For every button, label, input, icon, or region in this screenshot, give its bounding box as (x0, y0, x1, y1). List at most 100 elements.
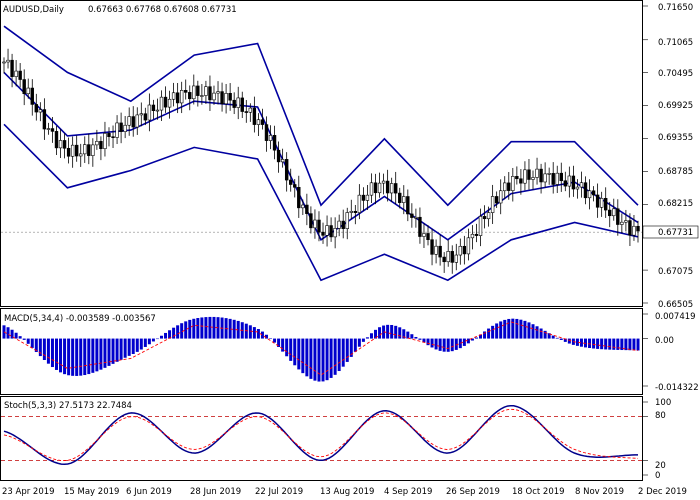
current-price-label: 0.67731 (658, 228, 693, 238)
candle-body (139, 113, 143, 116)
candle-body (543, 173, 547, 183)
candle-body (394, 183, 398, 194)
candle-body (276, 149, 281, 163)
candle-body (264, 124, 269, 141)
candle-body (171, 92, 176, 100)
macd-histogram-bar (402, 329, 406, 339)
candle-body (220, 91, 224, 105)
macd-histogram-bar (438, 338, 442, 351)
macd-histogram-bar (321, 338, 325, 382)
candle-body (587, 190, 592, 199)
candle-body (616, 208, 620, 225)
macd-histogram-bar (305, 338, 309, 377)
macd-histogram-bar (450, 338, 454, 352)
candle-body (434, 245, 438, 255)
candle-body (260, 119, 265, 125)
candle-body (34, 104, 39, 113)
candle-body (353, 210, 358, 213)
macd-histogram-bar (624, 338, 628, 351)
candle-body (252, 107, 257, 125)
price-tick-label: 0.70495 (658, 69, 693, 79)
macd-histogram-bar (75, 338, 79, 376)
candle-body (490, 196, 495, 213)
macd-histogram-bar (527, 322, 531, 339)
candle-body (272, 135, 277, 151)
candle-body (579, 182, 584, 188)
candle-body (466, 237, 471, 255)
macd-histogram-bar (515, 318, 519, 339)
macd-histogram-bar (317, 338, 321, 382)
candle-body (426, 233, 430, 241)
macd-histogram-bar (446, 338, 450, 352)
candle-body (535, 168, 539, 178)
price-tick-label: 0.67075 (658, 267, 693, 277)
macd-histogram-bar (487, 328, 491, 339)
candle-body (115, 122, 119, 138)
candle-body (192, 85, 196, 100)
macd-histogram-bar (188, 319, 192, 339)
macd-histogram-bar (466, 338, 470, 344)
macd-histogram-bar (474, 337, 478, 339)
candle-body (470, 233, 475, 239)
candle-body (410, 213, 414, 218)
candle-body (454, 254, 458, 263)
macd-histogram-bar (495, 323, 499, 339)
candle-body (624, 220, 628, 223)
candle-body (293, 184, 297, 188)
candle-body (95, 141, 99, 146)
macd-histogram-bar (46, 338, 50, 364)
macd-histogram-bar (325, 338, 329, 381)
candle-body (478, 216, 483, 236)
macd-histogram-bar (269, 338, 273, 339)
macd-histogram-bar (99, 338, 103, 370)
macd-histogram-bar (204, 317, 208, 339)
macd-histogram-bar (604, 338, 608, 350)
candle-body (188, 92, 192, 100)
macd-histogram-bar (511, 318, 515, 339)
macd-histogram-bar (14, 332, 18, 339)
macd-histogram-bar (390, 324, 394, 339)
macd-histogram-bar (168, 330, 172, 339)
candle-body (70, 144, 75, 157)
candle-body (216, 91, 220, 94)
stoch-panel[interactable] (0, 396, 643, 481)
macd-histogram-bar (200, 317, 204, 339)
candle-body (474, 233, 479, 236)
candle-body (256, 119, 261, 125)
price-panel[interactable] (0, 0, 643, 307)
candle-body (377, 182, 382, 194)
candle-body (486, 212, 491, 220)
date-tick-label: 28 Jun 2019 (190, 487, 241, 497)
candle-body (289, 179, 293, 185)
candle-body (244, 111, 248, 113)
candle-body (608, 209, 612, 217)
macd-histogram-bar (289, 338, 293, 361)
candle-body (438, 245, 442, 258)
macd-histogram-bar (434, 338, 438, 350)
candle-body (163, 96, 168, 108)
macd-histogram-bar (608, 338, 612, 350)
candle-body (309, 213, 313, 229)
candle-body (321, 231, 325, 236)
candle-body (462, 245, 467, 255)
candle-body (325, 225, 329, 236)
macd-histogram-bar (297, 338, 301, 370)
macd-histogram-bar (208, 316, 212, 339)
macd-histogram-bar (30, 338, 34, 348)
macd-histogram-bar (333, 338, 337, 375)
candle-body (361, 194, 366, 201)
macd-histogram-bar (184, 321, 188, 339)
macd-histogram-bar (361, 338, 365, 342)
candle-body (175, 92, 180, 104)
candle-body (499, 190, 503, 204)
stoch-label: Stoch(5,3,3) 27.5173 22.7484 (4, 401, 132, 411)
stoch-tick-label: 80 (655, 411, 666, 421)
macd-histogram-bar (369, 333, 373, 339)
candle-body (442, 256, 446, 263)
macd-histogram-bar (313, 338, 317, 381)
candle-body (135, 114, 139, 128)
candle-body (14, 70, 18, 77)
macd-histogram-bar (151, 338, 155, 342)
candle-body (381, 180, 386, 184)
